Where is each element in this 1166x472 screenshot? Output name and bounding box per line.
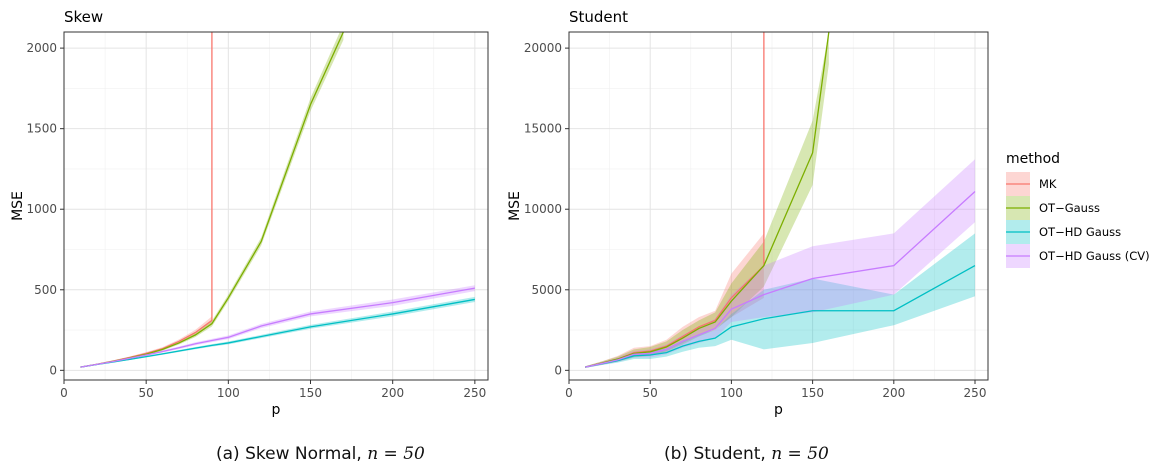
x-axis-label: p [272, 402, 281, 418]
confidence-band [80, 296, 475, 368]
y-tick-label: 15000 [524, 122, 562, 136]
x-tick-label: 50 [139, 386, 154, 400]
y-axis-label: MSE [507, 191, 523, 221]
caption-a-math: n = 50 [367, 444, 425, 464]
x-axis-label: p [774, 402, 783, 418]
caption-b: (b) Student, n = 50 [664, 444, 829, 464]
x-tick-label: 200 [381, 386, 404, 400]
series-line [80, 287, 475, 368]
plot-background [64, 32, 488, 380]
x-tick-label: 150 [801, 386, 824, 400]
panel-border [568, 31, 989, 381]
y-tick-label: 20000 [524, 41, 562, 55]
y-tick-label: 1500 [26, 122, 57, 136]
y-tick-label: 1000 [26, 202, 57, 216]
y-tick-label: 500 [34, 283, 57, 297]
y-tick-label: 0 [49, 363, 57, 377]
x-tick-label: 100 [720, 386, 743, 400]
caption-b-math: n = 50 [771, 444, 829, 464]
x-tick-label: 0 [565, 386, 573, 400]
x-tick-label: 250 [964, 386, 987, 400]
y-tick-label: 5000 [531, 283, 562, 297]
legend: method MK OT−Gauss OT−HD Gauss OT−HD Gauss (… [1006, 151, 1150, 268]
chart-title: Student [569, 8, 628, 26]
y-tick-label: 2000 [26, 41, 57, 55]
y-axis-label: MSE [10, 191, 26, 221]
y-tick-label: 0 [554, 363, 562, 377]
caption-a-text: (a) Skew Normal, [216, 444, 368, 464]
skew-panel: 0 50 100 150 200 250 0 500 1000 1500 2000 Skew p MSE [10, 8, 489, 418]
confidence-band [80, 285, 475, 368]
panel-border [63, 31, 489, 381]
x-tick-label: 0 [60, 386, 68, 400]
x-tick-label: 250 [463, 386, 486, 400]
caption-a: (a) Skew Normal, n = 50 [216, 444, 425, 464]
legend-title: method [1006, 151, 1060, 167]
series-line [585, 191, 976, 368]
series-line [585, 32, 830, 368]
legend-label: OT−HD Gauss [1039, 225, 1121, 239]
chart-title: Skew [64, 8, 103, 26]
confidence-band [585, 233, 976, 368]
x-tick-label: 150 [299, 386, 322, 400]
legend-label: OT−Gauss [1039, 201, 1100, 215]
series-line [585, 265, 976, 368]
legend-label: MK [1039, 177, 1057, 191]
x-tick-label: 100 [217, 386, 240, 400]
plot-background [569, 32, 988, 380]
student-panel: 0 50 100 150 200 250 0 5000 10000 15000 20000 Stude… [507, 8, 989, 418]
x-tick-label: 200 [882, 386, 905, 400]
x-tick-label: 50 [643, 386, 658, 400]
y-tick-label: 10000 [524, 202, 562, 216]
plot-area [80, 32, 475, 368]
plot-area [585, 32, 976, 368]
legend-label: OT−HD Gauss (CV) [1039, 249, 1150, 263]
confidence-band [585, 159, 976, 368]
caption-b-text: (b) Student, [664, 444, 772, 464]
